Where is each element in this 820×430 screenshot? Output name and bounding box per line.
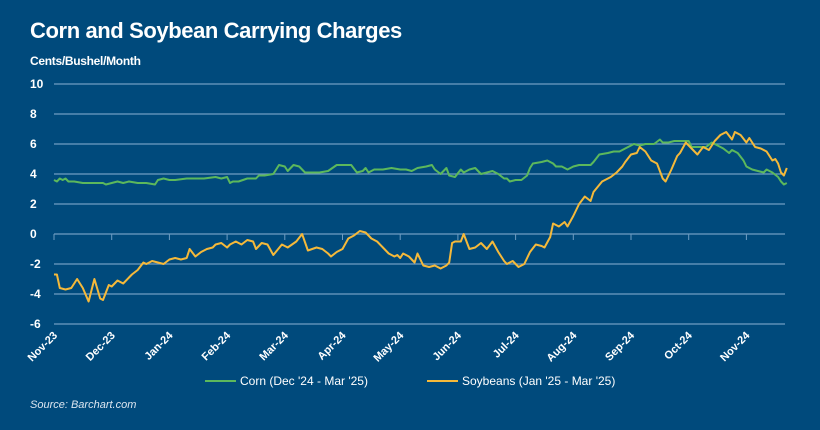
x-tick-label: Jul-24	[491, 329, 523, 361]
x-tick-label: Mar-24	[257, 329, 291, 363]
y-tick-label: 4	[30, 167, 37, 181]
gridlines	[53, 83, 785, 325]
source-note: Source: Barchart.com	[30, 399, 137, 411]
x-axis-ticks: Nov-23 Dec-23 Jan-24 Feb-24 Mar-24 Apr-24 May-…	[26, 329, 753, 364]
x-tick-label: Apr-24	[315, 329, 349, 363]
x-tick-label: Nov-24	[718, 329, 753, 364]
y-tick-label: 2	[30, 197, 37, 211]
y-tick-label: 8	[30, 107, 37, 121]
y-tick-label: -2	[30, 257, 41, 271]
y-axis-label: Cents/Bushel/Month	[30, 54, 141, 68]
x-tick-label: Sep-24	[603, 329, 638, 364]
x-tick-label: Nov-23	[26, 330, 60, 364]
y-tick-label: -6	[30, 317, 41, 331]
x-tick-label: Jan-24	[142, 329, 176, 363]
corn-line	[53, 138, 788, 186]
soybeans-line	[54, 131, 788, 303]
x-tick-label: Jun-24	[430, 329, 464, 363]
x-tick-label: Aug-24	[545, 329, 580, 364]
legend-label-soybeans: Soybeans (Jan '25 - Mar '25)	[462, 374, 615, 388]
legend-label-corn: Corn (Dec '24 - Mar '25)	[240, 374, 368, 388]
y-axis-ticks: 10 8 6 4 2 0 -2 -4 -6	[30, 77, 44, 331]
x-tick-label: May-24	[371, 329, 406, 364]
y-tick-label: 0	[30, 227, 37, 241]
x-tick-label: Dec-23	[84, 330, 118, 364]
chart-title: Corn and Soybean Carrying Charges	[30, 18, 402, 43]
x-tick-label: Feb-24	[200, 329, 234, 363]
legend: Corn (Dec '24 - Mar '25) Soybeans (Jan '2…	[205, 374, 615, 388]
x-tick-label: Oct-24	[662, 329, 695, 362]
series-lines	[53, 131, 788, 303]
y-tick-label: -4	[30, 287, 41, 301]
y-tick-label: 6	[30, 137, 37, 151]
y-tick-label: 10	[30, 77, 44, 91]
